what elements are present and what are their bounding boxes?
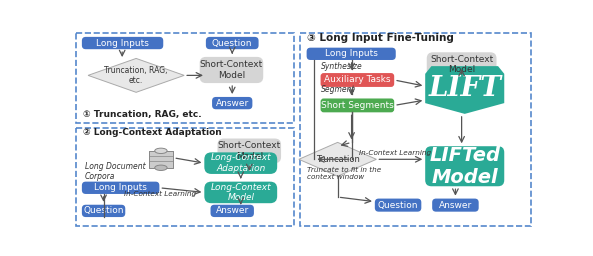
Text: Truncation, RAG,
etc.: Truncation, RAG, etc.	[104, 66, 168, 85]
Polygon shape	[425, 66, 504, 114]
FancyBboxPatch shape	[427, 52, 496, 77]
FancyBboxPatch shape	[82, 205, 125, 217]
Text: Auxiliary Tasks: Auxiliary Tasks	[324, 76, 391, 84]
Text: Short-Context
Model: Short-Context Model	[200, 60, 263, 80]
Text: Short Segments: Short Segments	[321, 101, 394, 110]
Text: Long Inputs: Long Inputs	[94, 183, 147, 192]
Text: In-Context Learning: In-Context Learning	[359, 150, 431, 156]
FancyBboxPatch shape	[321, 73, 394, 87]
Polygon shape	[299, 142, 377, 176]
Text: ③ Long Input Fine-Tuning: ③ Long Input Fine-Tuning	[307, 33, 454, 43]
Text: Truncation: Truncation	[315, 155, 359, 164]
Bar	[301, 33, 531, 226]
Text: Short-Context
Model: Short-Context Model	[430, 55, 493, 74]
Text: Synthesize: Synthesize	[321, 62, 362, 71]
Text: Short-Context
Model: Short-Context Model	[218, 141, 281, 161]
Text: LIFTed
Model: LIFTed Model	[429, 146, 500, 187]
FancyBboxPatch shape	[432, 199, 479, 212]
Bar	[76, 33, 294, 123]
Text: ② Long-Context Adaptation: ② Long-Context Adaptation	[82, 128, 221, 137]
FancyBboxPatch shape	[82, 182, 160, 194]
Bar	[148, 151, 173, 168]
Bar	[76, 128, 294, 226]
Text: ① Truncation, RAG, etc.: ① Truncation, RAG, etc.	[82, 110, 201, 119]
FancyBboxPatch shape	[200, 57, 263, 83]
Text: Question: Question	[212, 39, 253, 48]
Text: Answer: Answer	[216, 206, 249, 215]
FancyBboxPatch shape	[307, 48, 396, 60]
FancyBboxPatch shape	[211, 205, 254, 217]
FancyBboxPatch shape	[205, 182, 277, 203]
Text: LIFT: LIFT	[428, 75, 501, 102]
Text: Long Inputs: Long Inputs	[96, 39, 149, 48]
Text: Long-Context
Model: Long-Context Model	[211, 183, 271, 202]
Text: In-Context Learning: In-Context Learning	[125, 191, 197, 197]
FancyBboxPatch shape	[205, 152, 277, 174]
FancyBboxPatch shape	[321, 99, 394, 112]
FancyBboxPatch shape	[206, 37, 259, 49]
FancyBboxPatch shape	[212, 97, 253, 109]
FancyBboxPatch shape	[218, 138, 281, 163]
Text: Long Document
Corpora: Long Document Corpora	[85, 162, 146, 181]
Text: Answer: Answer	[216, 99, 249, 108]
Text: Long-Context
Adaptation: Long-Context Adaptation	[211, 153, 271, 173]
Text: Question: Question	[378, 201, 418, 210]
FancyBboxPatch shape	[425, 146, 504, 186]
Ellipse shape	[155, 148, 167, 154]
Text: Truncate to fit in the
context window: Truncate to fit in the context window	[307, 167, 381, 179]
Text: Long Inputs: Long Inputs	[325, 49, 378, 58]
Text: Segment: Segment	[321, 85, 355, 94]
FancyBboxPatch shape	[82, 37, 163, 49]
Text: Question: Question	[84, 206, 124, 215]
Polygon shape	[88, 58, 184, 92]
Text: Answer: Answer	[439, 201, 472, 210]
Ellipse shape	[155, 165, 167, 170]
FancyBboxPatch shape	[375, 199, 421, 212]
